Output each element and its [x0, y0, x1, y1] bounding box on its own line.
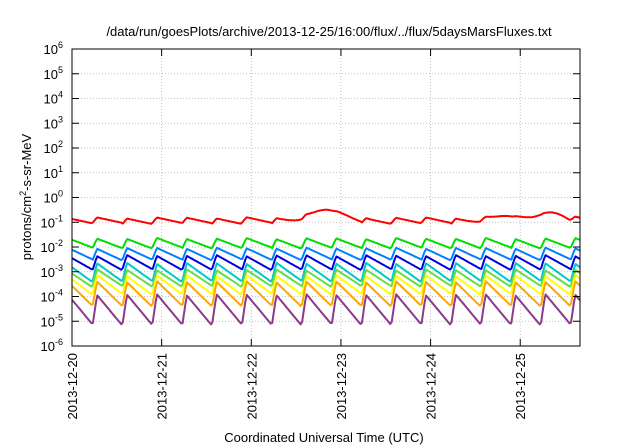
y-tick-exp: -5 [55, 312, 63, 322]
y-tick-exp: 6 [58, 40, 63, 50]
y-tick-label: 10-2 [41, 238, 63, 255]
y-tick-base: 10 [41, 339, 55, 354]
x-tick-label: 2013-12-24 [424, 353, 439, 420]
x-axis: 2013-12-20 2013-12-21 2013-12-22 2013-12-23… [65, 49, 528, 420]
y-tick-label: 106 [44, 40, 63, 57]
series-line-6 [71, 268, 581, 288]
y-tick-exp: -1 [55, 213, 63, 223]
y-label-sup: 2 [18, 191, 28, 196]
y-label-base: protons/cm [19, 196, 34, 260]
y-tick-exp: 0 [58, 189, 63, 199]
series-line-4 [71, 254, 581, 271]
series-line-8 [71, 280, 581, 307]
y-tick-label: 100 [44, 189, 63, 206]
y-axis: 10610510410310210110010-110-210-310-410-… [41, 40, 580, 354]
y-tick-base: 10 [41, 215, 55, 230]
y-tick-label: 105 [44, 65, 63, 82]
y-tick-label: 101 [44, 164, 63, 181]
y-tick-label: 103 [44, 114, 63, 131]
x-tick-label: 2013-12-25 [513, 353, 528, 420]
y-label-rest: -s-sr-MeV [19, 133, 34, 190]
y-tick-label: 10-1 [41, 213, 63, 230]
chart-title: /data/run/goesPlots/archive/2013-12-25/1… [106, 24, 552, 39]
y-tick-base: 10 [41, 290, 55, 305]
y-tick-base: 10 [41, 314, 55, 329]
series-line-7 [71, 274, 581, 296]
y-tick-base: 10 [44, 116, 58, 131]
y-tick-exp: -2 [55, 238, 63, 248]
y-tick-base: 10 [41, 265, 55, 280]
y-tick-label: 10-3 [41, 263, 63, 280]
y-tick-exp: 4 [58, 90, 63, 100]
y-tick-exp: 5 [58, 65, 63, 75]
y-tick-exp: 2 [58, 139, 63, 149]
x-tick-label: 2013-12-22 [244, 353, 259, 420]
y-tick-exp: -3 [55, 263, 63, 273]
y-tick-label: 10-5 [41, 312, 63, 329]
series-layer [71, 208, 581, 326]
y-tick-base: 10 [44, 67, 58, 82]
x-axis-label: Coordinated Universal Time (UTC) [224, 430, 423, 445]
y-tick-base: 10 [44, 166, 58, 181]
y-tick-base: 10 [44, 92, 58, 107]
series-line-1 [71, 208, 581, 225]
x-tick-label: 2013-12-20 [65, 353, 80, 420]
series-line-3 [71, 246, 581, 262]
y-tick-label: 10-6 [41, 337, 63, 354]
y-tick-base: 10 [44, 191, 58, 206]
y-tick-base: 10 [44, 42, 58, 57]
y-tick-exp: -6 [55, 337, 63, 347]
y-tick-exp: 3 [58, 114, 63, 124]
y-tick-base: 10 [44, 141, 58, 156]
y-tick-label: 10-4 [41, 288, 63, 305]
y-tick-exp: 1 [58, 164, 63, 174]
series-line-2 [71, 237, 581, 250]
y-tick-label: 104 [44, 90, 63, 107]
y-tick-label: 102 [44, 139, 63, 156]
series-line-9 [71, 293, 581, 326]
y-axis-label: protons/cm2-s-sr-MeV [18, 133, 34, 260]
y-tick-base: 10 [41, 240, 55, 255]
series-line-5 [71, 261, 581, 283]
y-tick-exp: -4 [55, 288, 63, 298]
x-tick-label: 2013-12-21 [155, 353, 170, 420]
x-tick-label: 2013-12-23 [334, 353, 349, 420]
